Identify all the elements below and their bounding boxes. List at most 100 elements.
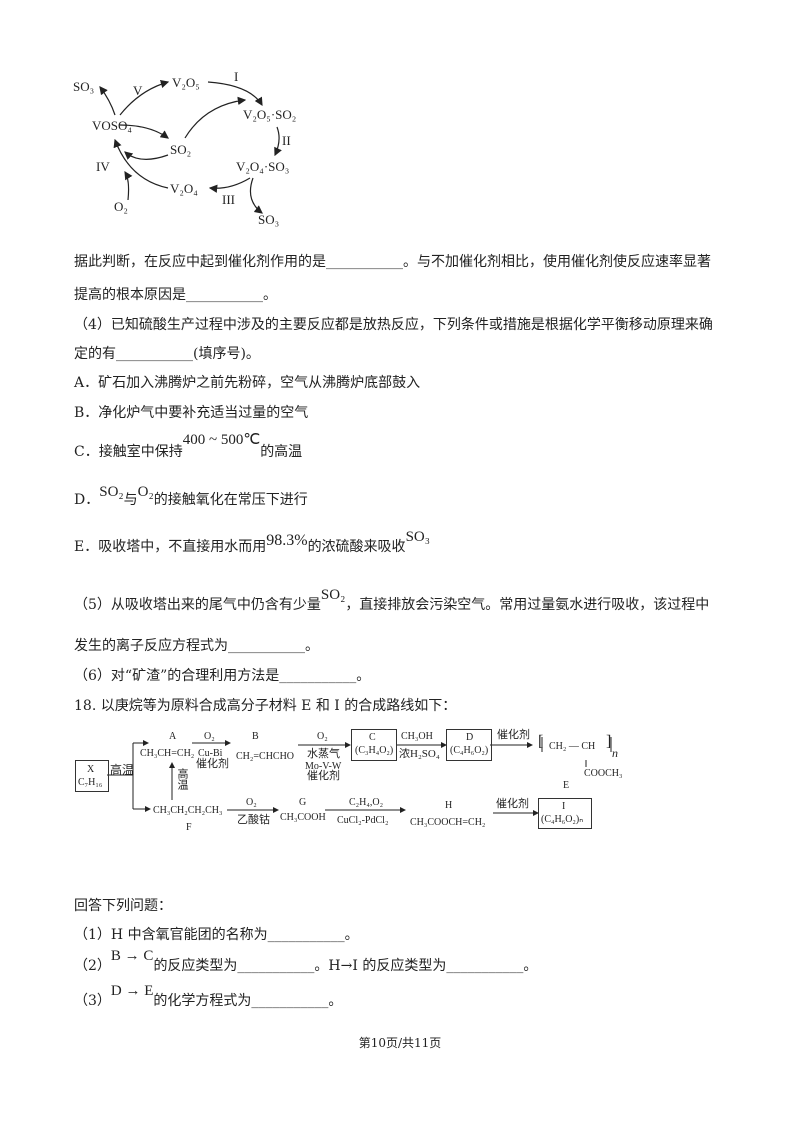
v2o4-so3: V₂O₄·SO₃ (236, 159, 290, 174)
g-label: G (299, 797, 307, 808)
cd-condition: 浓H₂SO₄ (399, 748, 440, 760)
h-label: H (445, 800, 453, 811)
high-temp-vertical: 高温 (176, 768, 188, 790)
so2: SO₂ (170, 142, 192, 157)
option-d-suffix: 的接触氧化在常压下进行 (153, 492, 308, 508)
option-d-prefix: D． (74, 492, 100, 508)
fg-reagent: O₂ (246, 797, 257, 808)
text-line: 据此判断，在反应中起到催化剂作用的是___________。与不加催化剂相比，使… (74, 254, 711, 270)
option-c-suffix: 的高温 (260, 444, 303, 460)
text-line: 提高的根本原因是___________。 (74, 287, 277, 303)
step-i-label: I (234, 69, 239, 84)
hi-catalyst: 催化剂 (496, 798, 529, 810)
temperature-formula: 400 ~ 500℃ (182, 432, 261, 448)
so3-bottom: SO₃ (258, 212, 280, 227)
h-formula: CH₃COOCH=CH₂ (410, 817, 486, 828)
compound-x-box (75, 760, 109, 792)
compound-i-box (538, 798, 592, 829)
option-c: C．接触室中保持400 ~ 500℃的高温 (74, 432, 303, 461)
so2-formula: SO₂ (99, 484, 124, 500)
c-formula: (C₃H₄O₂) (355, 745, 394, 756)
q18-3-prefix: （3） (74, 993, 111, 1009)
a-formula: CH₃CH=CH₂ (140, 748, 195, 759)
step-iii-label: III (222, 192, 235, 207)
v2o5: V₂O₅ (172, 75, 200, 90)
question-18-2: （2）B → C的反应类型为___________。H→I 的反应类型为____… (74, 948, 538, 975)
d-to-e-formula: D → E (110, 983, 154, 999)
question-18-3: （3）D → E的化学方程式为___________。 (74, 983, 343, 1010)
g-formula: CH₃COOH (280, 812, 326, 823)
option-e-prefix: E．吸收塔中，不直接用水而用 (74, 539, 267, 555)
de-catalyst: 催化剂 (497, 729, 530, 741)
q5-prefix: （5）从吸收塔出来的尾气中仍含有少量 (74, 597, 321, 613)
step-ii-label: II (282, 133, 291, 148)
q18-2-text: 的反应类型为___________。H→I 的反应类型为___________。 (153, 958, 538, 974)
ab-catalyst-1: Cu-Bi (198, 748, 223, 759)
gh-reagent: C₂H₄,O₂ (349, 797, 384, 808)
v2o5-so2: V₂O₅·SO₂ (243, 107, 297, 122)
option-e-mid: 的浓硫酸来吸收 (307, 539, 406, 555)
percent-formula: 98.3% (266, 532, 308, 549)
gh-catalyst: CuCl₂-PdCl₂ (337, 815, 389, 826)
f-formula: CH₃CH₂CH₂CH₃ (153, 805, 223, 816)
bc-condition-3: 催化剂 (307, 770, 340, 782)
c-label: C (369, 732, 376, 743)
q18-3-suffix: 的化学方程式为___________。 (153, 993, 343, 1009)
option-a: A．矿石加入沸腾炉之前先粉碎，空气从沸腾炉底部鼓入 (74, 375, 421, 391)
so2-formula: SO₂ (320, 587, 346, 603)
page-footer: 第10页/共11页 (358, 1036, 442, 1050)
b-formula: CH₂=CHCHO (236, 751, 295, 762)
so3-top: SO₃ (73, 79, 95, 94)
option-c-prefix: C．接触室中保持 (74, 444, 183, 460)
text-line: 发生的离子反应方程式为___________。 (74, 638, 319, 654)
ab-reagent: O₂ (204, 731, 215, 742)
question-18-intro: 18. 以庚烷等为原料合成高分子材料 E 和 I 的合成路线如下： (74, 698, 457, 714)
text-line: （4）已知硫酸生产过程中涉及的主要反应都是放热反应，下列条件或措施是根据化学平衡… (74, 317, 713, 333)
route-arrows (107, 737, 612, 816)
bc-reagent: O₂ (317, 731, 328, 742)
option-e: E．吸收塔中，不直接用水而用98.3%的浓硫酸来吸收SO₃ (74, 529, 430, 556)
option-d: D．SO₂与O₂的接触氧化在常压下进行 (74, 484, 308, 509)
fg-catalyst: 乙酸钴 (237, 814, 270, 826)
q18-2-prefix: （2） (74, 958, 111, 974)
option-d-mid: 与 (123, 492, 138, 508)
e-label: E (563, 780, 570, 791)
step-iv-label: IV (96, 159, 110, 174)
bc-condition-1: 水蒸气 (307, 748, 340, 760)
voso4: VOSO₄ (92, 118, 132, 133)
e-main-chain: CH₂ — CH (549, 741, 596, 752)
q5-suffix: ，直接排放会污染空气。常用过量氨水进行吸收，该过程中 (345, 597, 710, 613)
question-6: （6）对“矿渣”的合理利用方法是___________。 (74, 668, 371, 684)
f-label: F (186, 822, 192, 833)
high-temp-condition: 高温 (110, 763, 135, 777)
ab-catalyst-2: 催化剂 (196, 758, 229, 770)
cycle-arrows (99, 79, 282, 214)
bc-condition-2: Mo-V-W (305, 761, 342, 772)
question-18-1: （1）H 中含氧官能团的名称为___________。 (74, 927, 359, 943)
so3-formula: SO₃ (405, 529, 430, 545)
i-label: I (562, 801, 566, 812)
e-side-chain: COOCH₃ (584, 768, 623, 779)
text-line: 定的有___________(填序号)。 (74, 346, 260, 362)
x-formula: C₇H₁₆ (78, 777, 103, 788)
compound-d-box (446, 729, 492, 761)
x-label: X (87, 764, 95, 775)
compound-c-box (351, 729, 397, 761)
e-n: n (612, 746, 618, 760)
answer-intro: 回答下列问题： (74, 898, 172, 914)
b-label: B (252, 731, 259, 742)
option-b: B．净化炉气中要补充适当过量的空气 (74, 405, 309, 421)
d-label: D (466, 732, 474, 743)
e-bracket-left: [ (538, 733, 544, 750)
step-v-label: V (133, 83, 143, 98)
o2-formula: O₂ (137, 484, 154, 500)
o2: O₂ (114, 199, 128, 214)
d-formula: (C₄H₆O₂) (450, 745, 489, 756)
cd-reagent: CH₃OH (401, 731, 433, 742)
a-label: A (169, 731, 177, 742)
question-5: （5）从吸收塔出来的尾气中仍含有少量SO₂，直接排放会污染空气。常用过量氨水进行… (74, 587, 710, 614)
i-formula: (C₄H₆O₂)ₙ (541, 814, 584, 825)
e-bracket-right: ] (606, 733, 612, 750)
v2o4: V₂O₄ (170, 181, 198, 196)
